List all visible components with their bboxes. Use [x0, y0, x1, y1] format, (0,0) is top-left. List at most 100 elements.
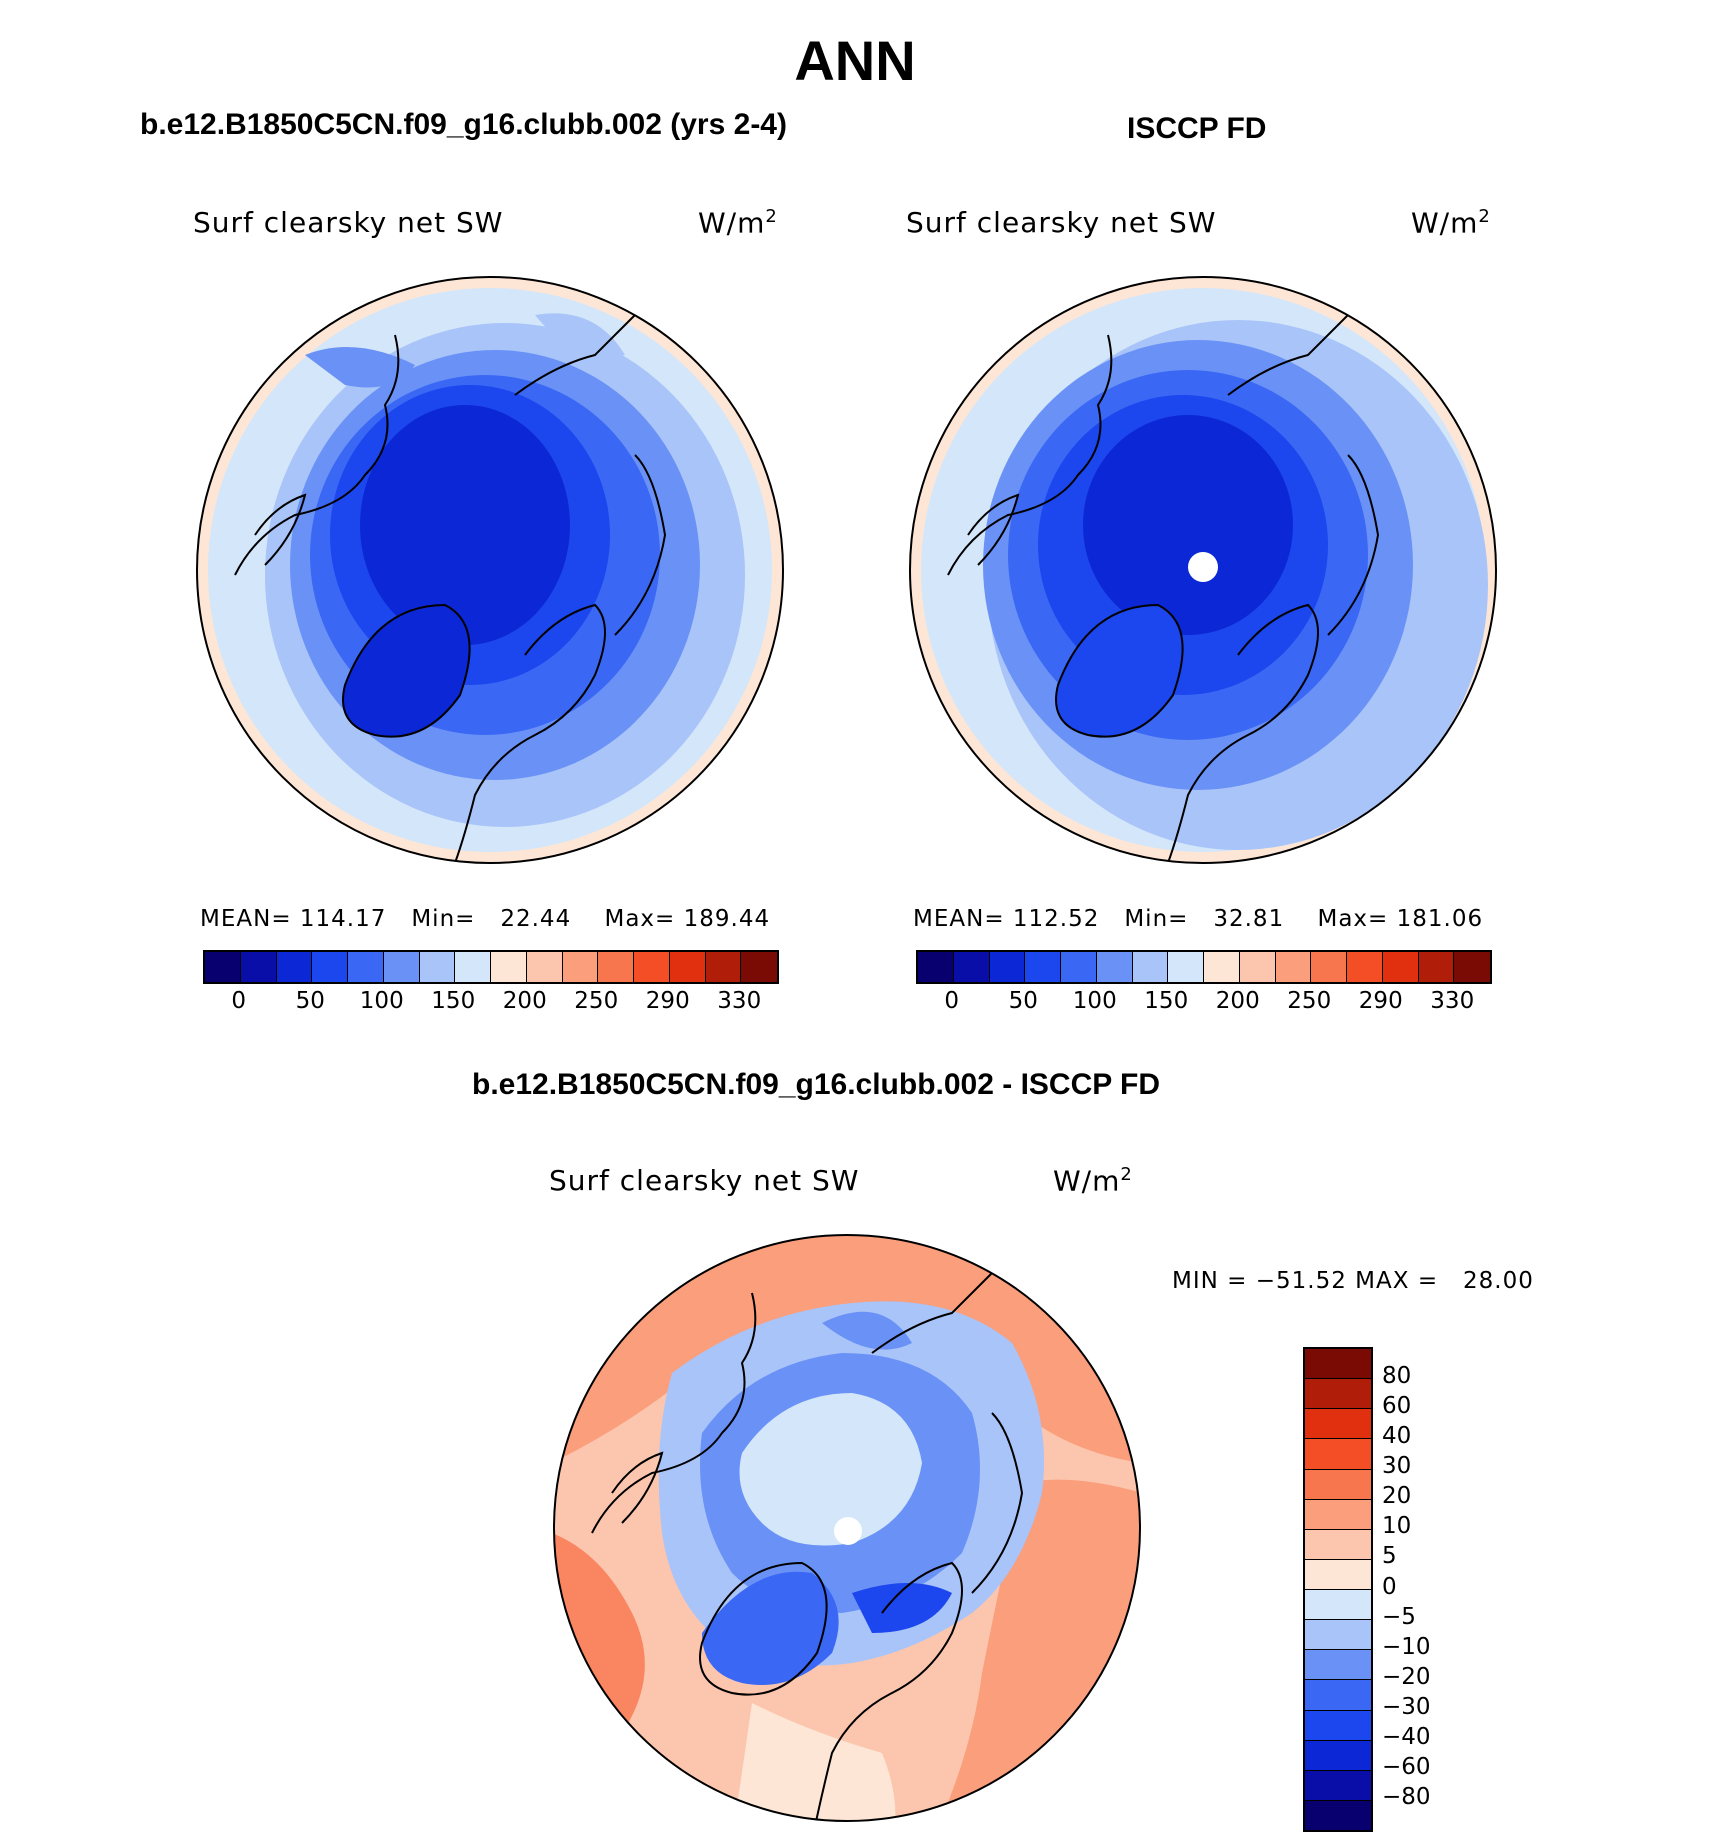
colorbar-tick-label: 330	[717, 988, 762, 1014]
colorbar-box	[491, 952, 527, 982]
colorbar-tick-label: 330	[1430, 988, 1475, 1014]
model-colorbar-labels: 0 50 100 150 200 250 290 330	[203, 988, 779, 1018]
colorbar-tick-label: −20	[1382, 1663, 1431, 1690]
obs-colorbar	[916, 950, 1492, 984]
colorbar-tick-label: 10	[1382, 1513, 1412, 1540]
colorbar-box	[1305, 1409, 1371, 1440]
colorbar-tick-label: −80	[1382, 1783, 1431, 1810]
colorbar-tick-label: 150	[431, 988, 476, 1014]
colorbar-box	[1305, 1740, 1371, 1771]
colorbar-tick-label: 100	[1072, 988, 1117, 1014]
colorbar-box	[1305, 1710, 1371, 1741]
colorbar-box	[1418, 952, 1455, 982]
colorbar-tick-label: 50	[295, 988, 325, 1014]
colorbar-tick-label: 0	[231, 988, 247, 1014]
colorbar-box	[1305, 1800, 1371, 1830]
diff-missing-data-pole	[834, 1517, 862, 1545]
diff-colorbar-labels: 80 60 40 30 20 10 5 0 −5 −10 −20 −30 −40 −60 −80	[1382, 1347, 1502, 1832]
colorbar-box	[1305, 1590, 1371, 1621]
colorbar-tick-label: 290	[645, 988, 690, 1014]
diff-polar-map	[553, 1234, 1141, 1822]
colorbar-box	[526, 952, 563, 982]
colorbar-tick-label: −30	[1382, 1693, 1431, 1720]
colorbar-box	[598, 952, 634, 982]
colorbar-tick-label: 0	[1382, 1573, 1397, 1600]
colorbar-box	[419, 952, 456, 982]
colorbar-box	[1305, 1349, 1371, 1380]
obs-stats: MEAN= 112.52 Min= 32.81 Max= 181.06	[913, 906, 1484, 932]
colorbar-box	[989, 952, 1026, 982]
colorbar-box	[705, 952, 742, 982]
colorbar-box	[1132, 952, 1169, 982]
colorbar-tick-label: 5	[1382, 1543, 1397, 1570]
model-colorbar	[203, 950, 779, 984]
colorbar-box	[348, 952, 384, 982]
model-polar-map	[196, 276, 784, 864]
colorbar-box	[1305, 1469, 1371, 1500]
colorbar-tick-label: −5	[1382, 1603, 1416, 1630]
colorbar-tick-label: 200	[502, 988, 547, 1014]
colorbar-box	[634, 952, 670, 982]
missing-data-pole	[1188, 552, 1218, 582]
colorbar-box	[1305, 1559, 1371, 1590]
obs-variable-label: Surf clearsky net SW	[906, 206, 1217, 239]
colorbar-box	[1305, 1439, 1371, 1470]
model-panel-heading: b.e12.B1850C5CN.f09_g16.clubb.002 (yrs 2…	[140, 108, 787, 141]
colorbar-box	[1275, 952, 1312, 982]
colorbar-tick-label: 0	[944, 988, 960, 1014]
colorbar-box	[1025, 952, 1061, 982]
colorbar-tick-label: 250	[1287, 988, 1332, 1014]
colorbar-box	[918, 952, 954, 982]
colorbar-box	[1382, 952, 1419, 982]
colorbar-box	[1347, 952, 1383, 982]
colorbar-box	[1305, 1379, 1371, 1410]
diff-panel-heading: b.e12.B1850C5CN.f09_g16.clubb.002 - ISCC…	[472, 1068, 1161, 1101]
page-title: ANN	[794, 29, 916, 92]
colorbar-tick-label: 200	[1215, 988, 1260, 1014]
colorbar-box	[1061, 952, 1097, 982]
colorbar-box	[276, 952, 313, 982]
colorbar-box	[1454, 952, 1490, 982]
colorbar-tick-label: 150	[1144, 988, 1189, 1014]
colorbar-box	[1305, 1680, 1371, 1711]
colorbar-box	[562, 952, 599, 982]
colorbar-tick-label: 40	[1382, 1423, 1412, 1450]
diff-colorbar	[1303, 1347, 1373, 1832]
colorbar-box	[741, 952, 777, 982]
colorbar-box	[1305, 1650, 1371, 1681]
colorbar-tick-label: 30	[1382, 1453, 1412, 1480]
colorbar-tick-label: −10	[1382, 1633, 1431, 1660]
colorbar-box	[953, 952, 990, 982]
colorbar-tick-label: 60	[1382, 1393, 1412, 1420]
model-variable-label: Surf clearsky net SW	[193, 206, 504, 239]
model-units-label: W/m2	[698, 206, 778, 240]
colorbar-box	[1311, 952, 1347, 982]
colorbar-box	[1239, 952, 1276, 982]
colorbar-tick-label: 20	[1382, 1483, 1412, 1510]
obs-colorbar-labels: 0 50 100 150 200 250 290 330	[916, 988, 1492, 1018]
colorbar-box	[1305, 1770, 1371, 1801]
colorbar-box	[240, 952, 277, 982]
colorbar-tick-label: 250	[574, 988, 619, 1014]
colorbar-box	[1305, 1499, 1371, 1530]
colorbar-box	[1305, 1620, 1371, 1651]
colorbar-tick-label: 50	[1008, 988, 1038, 1014]
colorbar-tick-label: −60	[1382, 1753, 1431, 1780]
colorbar-tick-label: 100	[359, 988, 404, 1014]
colorbar-tick-label: 80	[1382, 1363, 1412, 1390]
diff-units-label: W/m2	[1053, 1164, 1133, 1198]
obs-polar-map	[909, 276, 1497, 864]
colorbar-tick-label: −40	[1382, 1723, 1431, 1750]
model-stats: MEAN= 114.17 Min= 22.44 Max= 189.44	[200, 906, 771, 932]
colorbar-box	[205, 952, 241, 982]
colorbar-box	[1096, 952, 1133, 982]
colorbar-box	[1305, 1529, 1371, 1560]
colorbar-box	[669, 952, 706, 982]
obs-panel-heading: ISCCP FD	[1127, 112, 1267, 145]
colorbar-box	[455, 952, 491, 982]
colorbar-box	[383, 952, 420, 982]
diff-variable-label: Surf clearsky net SW	[549, 1164, 860, 1197]
colorbar-box	[1204, 952, 1240, 982]
obs-units-label: W/m2	[1411, 206, 1491, 240]
diff-stats: MIN = −51.52 MAX = 28.00	[1172, 1268, 1534, 1294]
